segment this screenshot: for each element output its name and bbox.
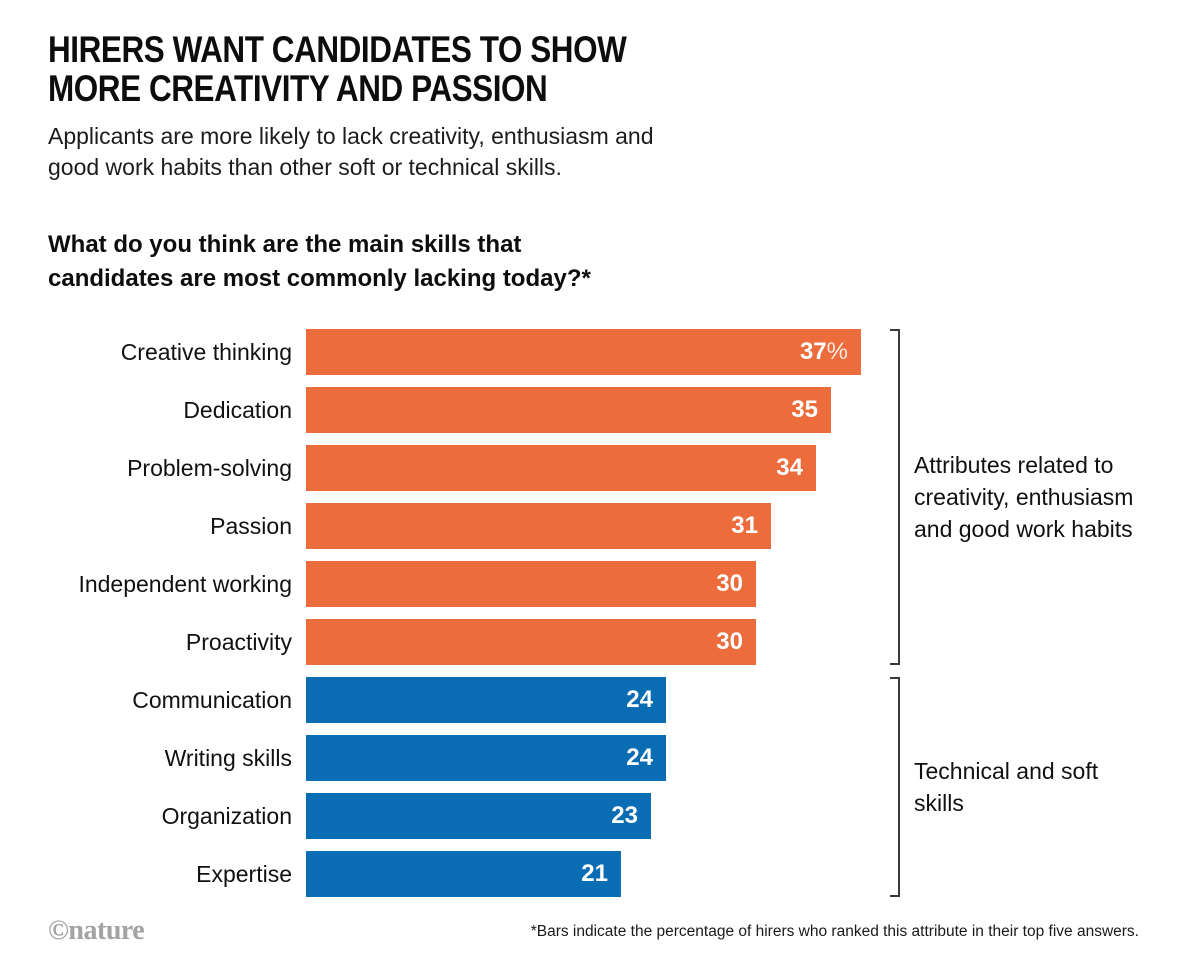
- bar-track: 37%: [306, 329, 906, 376]
- survey-question: What do you think are the main skills th…: [48, 230, 591, 293]
- bar-value-number: 34: [776, 454, 803, 482]
- bar-track: 24: [306, 735, 906, 782]
- bar: 34: [306, 445, 816, 492]
- bar-value-label: 34: [776, 454, 803, 482]
- bar-value-number: 30: [716, 628, 743, 656]
- bar-track: 30: [306, 619, 906, 666]
- footnote: *Bars indicate the percentage of hirers …: [530, 923, 1139, 941]
- bar-row: Writing skills 24: [48, 735, 906, 782]
- bar-label: Passion: [210, 512, 292, 539]
- bar-track: 31: [306, 503, 906, 550]
- bar-value-number: 23: [611, 802, 638, 830]
- bar-row: Expertise 21: [48, 851, 906, 898]
- group-bracket-0: [890, 329, 900, 666]
- bar-value-label: 30: [716, 570, 743, 598]
- bar-value-label: 24: [626, 744, 653, 772]
- bar-value-number: 21: [581, 860, 608, 888]
- bar-value-label: 24: [626, 686, 653, 714]
- bar-label: Problem-solving: [127, 454, 292, 481]
- bar-row: Organization 23: [48, 793, 906, 840]
- bar-label: Organization: [161, 802, 292, 829]
- bar-rows: Creative thinking 37% Dedication 35 Problem-…: [48, 329, 906, 909]
- bar-value-number: 37: [799, 338, 827, 366]
- bar-value-number: 31: [731, 512, 758, 540]
- bar-value-number: 30: [716, 570, 743, 598]
- bar: 30: [306, 619, 756, 666]
- bar-label: Independent working: [78, 570, 292, 597]
- bar-label: Writing skills: [164, 744, 292, 771]
- percent-sign: %: [826, 338, 848, 366]
- bar-track: 34: [306, 445, 906, 492]
- bar-label: Dedication: [183, 396, 292, 423]
- page-title: HIRERS WANT CANDIDATES TO SHOW MORE CREAT…: [48, 30, 975, 108]
- bar: 31: [306, 503, 771, 550]
- bar-track: 35: [306, 387, 906, 434]
- bar: 35: [306, 387, 831, 434]
- bar: 23: [306, 793, 651, 840]
- page-title-line-2: MORE CREATIVITY AND PASSION: [48, 68, 548, 110]
- group-bracket-1: [890, 677, 900, 898]
- bar-label: Expertise: [196, 860, 292, 887]
- bar-chart: Creative thinking 37% Dedication 35 Problem-…: [48, 329, 1139, 901]
- bar-row: Passion 31: [48, 503, 906, 550]
- bar-row: Independent working 30: [48, 561, 906, 608]
- bar: 21: [306, 851, 621, 898]
- bar-track: 30: [306, 561, 906, 608]
- group-annotation-0: Attributes related to creativity, enthus…: [914, 329, 1142, 665]
- bar: 30: [306, 561, 756, 608]
- bar-value-label: 37%: [800, 338, 848, 366]
- bar-label: Creative thinking: [120, 338, 292, 365]
- bar-value-number: 35: [791, 396, 818, 424]
- bar: 37%: [306, 329, 861, 376]
- bar: 24: [306, 735, 666, 782]
- bar-value-label: 31: [731, 512, 758, 540]
- bar-row: Dedication 35: [48, 387, 906, 434]
- nature-logo: ©nature: [48, 915, 145, 947]
- bar-value-label: 35: [791, 396, 818, 424]
- bar-row: Creative thinking 37%: [48, 329, 906, 376]
- bar-value-number: 24: [626, 686, 653, 714]
- subtitle: Applicants are more likely to lack creat…: [48, 123, 654, 181]
- bar-row: Communication 24: [48, 677, 906, 724]
- bar-label: Proactivity: [185, 628, 292, 655]
- bar-value-number: 24: [626, 744, 653, 772]
- bar-value-label: 23: [611, 802, 638, 830]
- bar-row: Problem-solving 34: [48, 445, 906, 492]
- group-annotation-1-label: Technical and soft skills: [914, 757, 1099, 817]
- page-title-line-1: HIRERS WANT CANDIDATES TO SHOW: [48, 29, 627, 70]
- bar-track: 24: [306, 677, 906, 724]
- group-annotation-0-label: Attributes related to creativity, enthus…: [914, 451, 1134, 543]
- bar-track: 23: [306, 793, 906, 840]
- bar-track: 21: [306, 851, 906, 898]
- bar-value-label: 30: [716, 628, 743, 656]
- bar-row: Proactivity 30: [48, 619, 906, 666]
- bar-value-label: 21: [581, 860, 608, 888]
- bar: 24: [306, 677, 666, 724]
- bar-label: Communication: [132, 686, 292, 713]
- footer: ©nature *Bars indicate the percentage of…: [48, 915, 1139, 947]
- group-annotation-1: Technical and soft skills: [914, 677, 1142, 897]
